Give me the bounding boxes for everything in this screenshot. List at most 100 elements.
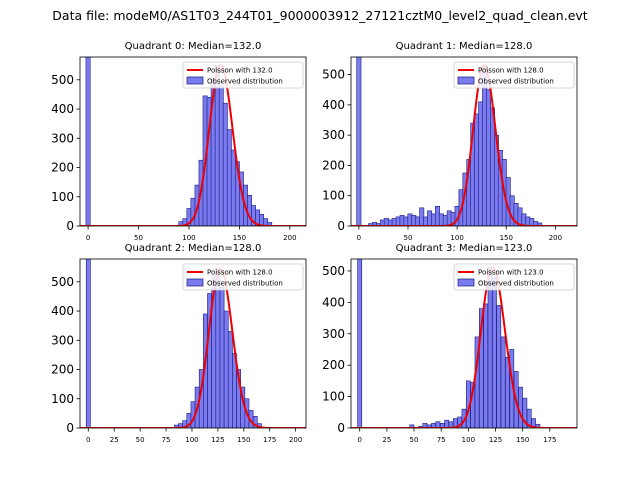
axes-frame: [79, 258, 307, 429]
y-tick-label: 300: [51, 131, 74, 145]
x-tick-label: 125: [489, 436, 502, 444]
subplot-quadrant-0: 0 100 200 300 400 500 0 50 100 150 200 Quadrant 0: …: [51, 41, 307, 242]
x-tick-label: 200: [549, 234, 562, 242]
x-tick-label: 50: [136, 436, 145, 444]
subplot-quadrant-2: 0 100 200 300 400 500 0 25 50 75 100 125 150 175 200 Qu…: [51, 243, 307, 444]
y-tick-label: 500: [322, 264, 345, 278]
subplot-quadrant-3: 0 100 200 300 400 500 0 25 50 75 100 125 150 175 Quadr…: [322, 243, 578, 444]
histogram-bar: [215, 268, 221, 428]
subplot-title: Quadrant 1: Median=128.0: [396, 41, 533, 52]
subplot-title: Quadrant 3: Median=123.0: [396, 243, 533, 254]
plot-area: [351, 57, 577, 226]
x-tick-label: 175: [543, 436, 556, 444]
histogram-bar: [500, 336, 506, 428]
y-tick-label: 100: [51, 392, 74, 406]
y-tick-label: 500: [51, 73, 74, 87]
y-tick-label: 0: [66, 421, 74, 435]
x-tick-label: 200: [289, 436, 302, 444]
figure-suptitle: Data file: modeM0/AS1T03_244T01_90000039…: [52, 8, 587, 23]
histogram-bar: [505, 357, 510, 428]
y-tick-label: 400: [322, 295, 345, 309]
y-tick-label: 200: [51, 363, 74, 377]
poisson-curve: [351, 64, 577, 226]
y-tick-label: 500: [322, 68, 345, 82]
histogram-bar: [518, 386, 523, 428]
y-tick-label: 400: [51, 102, 74, 116]
x-tick-label: 25: [382, 436, 391, 444]
legend-frame: [453, 263, 575, 291]
y-tick-label: 200: [322, 358, 345, 372]
x-tick-label: 100: [450, 234, 463, 242]
y-tick-label: 300: [322, 128, 345, 142]
legend-label-observed: Observed distribution: [478, 78, 554, 86]
x-tick-label: 150: [237, 436, 250, 444]
histogram-bar: [537, 222, 543, 226]
x-tick-label: 75: [437, 436, 446, 444]
histogram-bar: [483, 303, 489, 428]
histogram-bar: [85, 57, 91, 226]
axes-frame: [79, 56, 307, 227]
legend-label-observed: Observed distribution: [478, 280, 554, 288]
y-tick-label: 400: [51, 304, 74, 318]
legend-frame: [182, 263, 304, 291]
x-tick-label: 200: [283, 234, 296, 242]
y-tick-label: 300: [51, 333, 74, 347]
x-tick-label: 125: [211, 436, 224, 444]
y-tick-label: 100: [51, 190, 74, 204]
histogram-bar: [230, 149, 236, 226]
legend-frame: [453, 61, 575, 89]
histogram-bar: [492, 276, 497, 428]
histogram-bar: [85, 259, 91, 428]
legend-label-poisson: Poisson with 132.0: [207, 67, 273, 75]
x-tick-label: 75: [162, 436, 171, 444]
y-tick-label: 500: [51, 275, 74, 289]
x-tick-label: 0: [357, 436, 361, 444]
x-tick-label: 150: [500, 234, 513, 242]
histogram-bar: [219, 287, 225, 428]
x-tick-label: 0: [357, 234, 361, 242]
subplot-title: Quadrant 2: Median=128.0: [125, 243, 262, 254]
x-tick-label: 50: [410, 436, 419, 444]
legend-bar-swatch: [186, 76, 204, 85]
x-tick-label: 0: [86, 436, 90, 444]
x-tick-label: 100: [462, 436, 475, 444]
x-tick-label: 100: [182, 234, 195, 242]
x-tick-label: 100: [185, 436, 198, 444]
legend: Poisson with 128.0 Observed distribution: [182, 263, 304, 291]
legend: Poisson with 128.0 Observed distribution: [453, 61, 575, 89]
y-tick-label: 0: [66, 219, 74, 233]
legend-bar-swatch: [457, 76, 475, 85]
x-tick-label: 150: [516, 436, 529, 444]
legend-label-observed: Observed distribution: [207, 78, 283, 86]
histogram-bar: [227, 331, 233, 428]
y-tick-label: 100: [322, 189, 345, 203]
x-tick-label: 50: [404, 234, 413, 242]
legend-label-poisson: Poisson with 123.0: [478, 269, 544, 277]
y-tick-label: 0: [337, 219, 345, 233]
histogram-bar: [226, 129, 232, 226]
histogram-bar: [356, 57, 362, 226]
y-tick-label: 200: [51, 161, 74, 175]
histogram-bar: [487, 267, 493, 428]
x-tick-label: 150: [233, 234, 246, 242]
histogram-bar: [218, 85, 224, 226]
histogram-bar: [214, 64, 220, 226]
histogram-bar: [247, 194, 252, 226]
legend: Poisson with 132.0 Observed distribution: [182, 61, 304, 89]
legend-label-poisson: Poisson with 128.0: [478, 67, 544, 75]
histogram-bar: [357, 259, 363, 428]
legend-frame: [182, 61, 304, 89]
axes-frame: [350, 56, 578, 227]
legend: Poisson with 123.0 Observed distribution: [453, 263, 575, 291]
histogram-bar: [496, 305, 502, 428]
y-tick-label: 400: [322, 98, 345, 112]
y-tick-label: 100: [322, 390, 345, 404]
legend-label-observed: Observed distribution: [207, 280, 283, 288]
subplot-title: Quadrant 0: Median=132.0: [125, 41, 262, 52]
x-tick-label: 25: [110, 436, 119, 444]
legend-label-poisson: Poisson with 128.0: [207, 269, 273, 277]
poisson-curve: [351, 266, 577, 428]
y-tick-label: 200: [322, 158, 345, 172]
histogram-bar: [223, 310, 229, 428]
